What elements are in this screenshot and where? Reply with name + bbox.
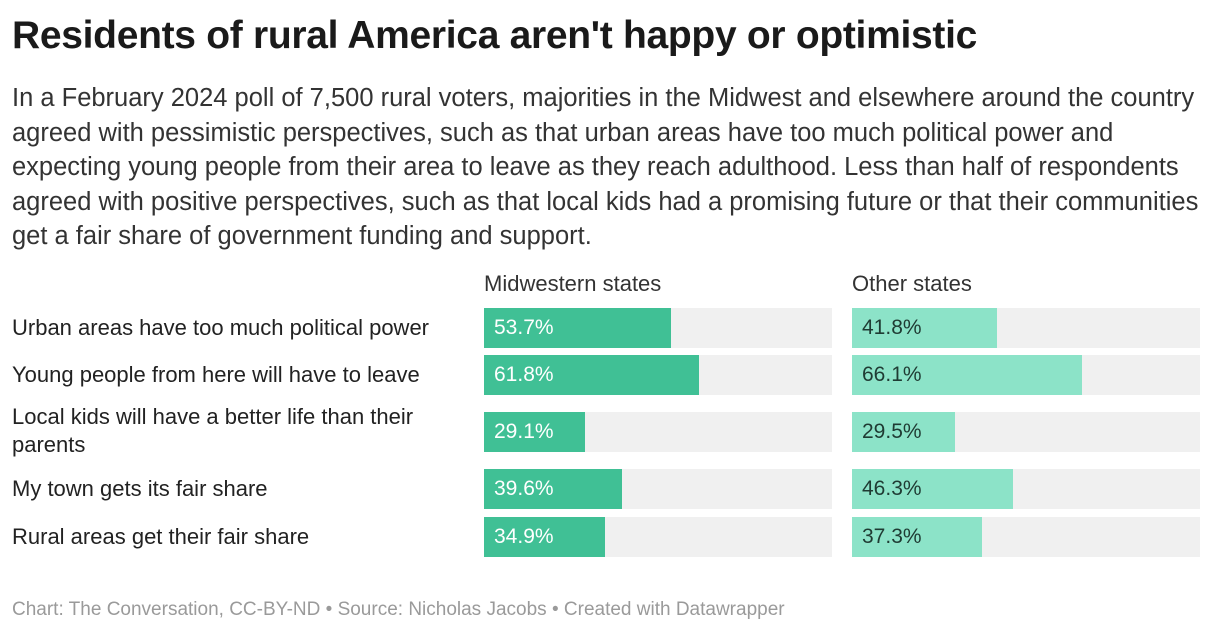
bar-track: 39.6% [484, 469, 832, 509]
bar-track: 34.9% [484, 517, 832, 557]
value-label: 29.1% [494, 420, 554, 443]
value-label: 37.3% [862, 525, 922, 548]
category-label: Young people from here will have to leav… [12, 362, 420, 387]
column-header-other: Other states [852, 271, 972, 296]
bar-track: 53.7% [484, 308, 832, 348]
bar [484, 308, 671, 348]
bar [484, 412, 586, 452]
bar-track: 29.5% [852, 412, 1200, 452]
bar-track: 66.1% [852, 355, 1200, 395]
bar-track: 29.1% [484, 412, 832, 452]
value-label: 66.1% [862, 363, 922, 386]
value-label: 61.8% [494, 363, 554, 386]
bar-track: 41.8% [852, 308, 1200, 348]
chart-credit: Chart: The Conversation, CC-BY-ND [12, 599, 321, 620]
bar [484, 469, 622, 509]
bar-chart: Midwestern states Other states Urban are… [0, 266, 1220, 566]
chart-title: Residents of rural America aren't happy … [12, 14, 978, 57]
column-header-midwestern: Midwestern states [484, 271, 662, 296]
value-label: 29.5% [862, 420, 922, 443]
value-label: 39.6% [494, 477, 554, 500]
value-label: 41.8% [862, 316, 922, 339]
bar-track: 46.3% [852, 469, 1200, 509]
bar [852, 469, 1014, 509]
value-label: 53.7% [494, 316, 554, 339]
bar-track: 61.8% [484, 355, 832, 395]
created-with-credit: Created with Datawrapper [563, 599, 785, 620]
footer-separator: • [320, 599, 338, 620]
bar [484, 517, 606, 557]
category-label: Urban areas have too much political powe… [12, 315, 430, 340]
value-label: 34.9% [494, 525, 554, 548]
value-label: 46.3% [862, 477, 922, 500]
category-label: My town gets its fair share [12, 476, 268, 501]
bar [852, 308, 998, 348]
bar-track: 37.3% [852, 517, 1200, 557]
source-credit: Source: Nicholas Jacobs [337, 599, 547, 620]
category-label: Rural areas get their fair share [12, 524, 310, 549]
chart-footer: Chart: The Conversation, CC-BY-ND • Sour… [12, 598, 785, 622]
bar [484, 355, 700, 395]
category-label: Local kids will have a better life than … [12, 404, 414, 457]
bar [852, 517, 982, 557]
bar [852, 412, 955, 452]
footer-separator: • [546, 599, 564, 620]
bar [852, 355, 1083, 395]
chart-description: In a February 2024 poll of 7,500 rural v… [12, 84, 1199, 250]
